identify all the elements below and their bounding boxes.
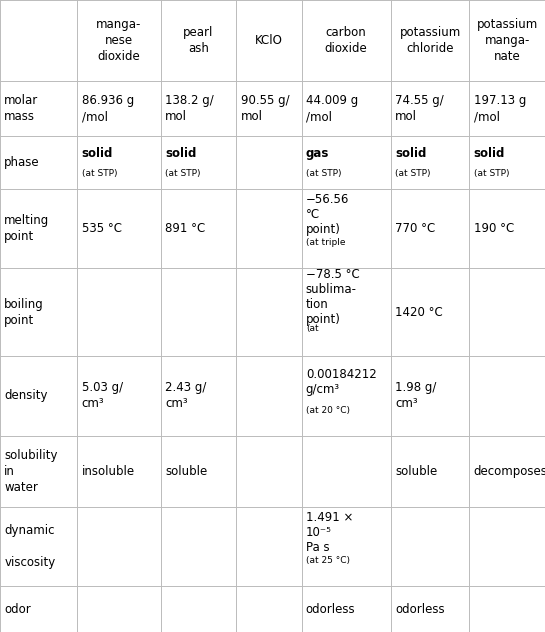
Text: insoluble: insoluble	[82, 465, 135, 478]
Text: solid: solid	[82, 147, 113, 160]
Text: decomposes: decomposes	[474, 465, 545, 478]
Text: 770 °C: 770 °C	[395, 222, 435, 235]
Text: 74.55 g/
mol: 74.55 g/ mol	[395, 94, 444, 123]
Text: solubility
in
water: solubility in water	[4, 449, 58, 494]
Text: 197.13 g
/mol: 197.13 g /mol	[474, 94, 526, 123]
Text: solid: solid	[474, 147, 505, 160]
Text: solid: solid	[165, 147, 196, 160]
Text: 535 °C: 535 °C	[82, 222, 122, 235]
Text: −78.5 °C
sublima-
tion
point): −78.5 °C sublima- tion point)	[306, 267, 360, 325]
Text: dynamic

viscosity: dynamic viscosity	[4, 524, 56, 569]
Text: 44.009 g
/mol: 44.009 g /mol	[306, 94, 358, 123]
Text: 2.43 g/
cm³: 2.43 g/ cm³	[165, 382, 207, 410]
Text: 1.491 ×
10⁻⁵
Pa s: 1.491 × 10⁻⁵ Pa s	[306, 511, 353, 554]
Text: 1420 °C: 1420 °C	[395, 306, 443, 319]
Text: −56.56
°C
point): −56.56 °C point)	[306, 193, 349, 236]
Text: odor: odor	[4, 602, 31, 616]
Text: manga-
nese
dioxide: manga- nese dioxide	[96, 18, 142, 63]
Text: carbon
dioxide: carbon dioxide	[325, 26, 367, 55]
Text: gas: gas	[306, 147, 329, 160]
Text: 1.98 g/
cm³: 1.98 g/ cm³	[395, 382, 437, 410]
Text: pearl
ash: pearl ash	[183, 26, 214, 55]
Text: 90.55 g/
mol: 90.55 g/ mol	[240, 94, 289, 123]
Text: (at: (at	[306, 324, 318, 332]
Text: density: density	[4, 389, 48, 403]
Text: (at STP): (at STP)	[165, 169, 201, 178]
Text: KClO: KClO	[255, 34, 283, 47]
Text: 891 °C: 891 °C	[165, 222, 205, 235]
Text: odorless: odorless	[395, 602, 445, 616]
Text: 138.2 g/
mol: 138.2 g/ mol	[165, 94, 214, 123]
Text: (at 20 °C): (at 20 °C)	[306, 406, 350, 415]
Text: boiling
point: boiling point	[4, 298, 44, 327]
Text: solid: solid	[395, 147, 427, 160]
Text: (at STP): (at STP)	[306, 169, 341, 178]
Text: melting
point: melting point	[4, 214, 50, 243]
Text: (at STP): (at STP)	[395, 169, 431, 178]
Text: (at STP): (at STP)	[82, 169, 117, 178]
Text: 86.936 g
/mol: 86.936 g /mol	[82, 94, 134, 123]
Text: 190 °C: 190 °C	[474, 222, 514, 235]
Text: potassium
manga-
nate: potassium manga- nate	[477, 18, 538, 63]
Text: odorless: odorless	[306, 602, 355, 616]
Text: soluble: soluble	[395, 465, 438, 478]
Text: potassium
chloride: potassium chloride	[399, 26, 461, 55]
Text: (at triple: (at triple	[306, 238, 346, 248]
Text: phase: phase	[4, 156, 40, 169]
Text: 5.03 g/
cm³: 5.03 g/ cm³	[82, 382, 123, 410]
Text: molar
mass: molar mass	[4, 94, 39, 123]
Text: (at STP): (at STP)	[474, 169, 510, 178]
Text: 0.00184212
g/cm³: 0.00184212 g/cm³	[306, 368, 377, 396]
Text: (at 25 °C): (at 25 °C)	[306, 556, 350, 565]
Text: soluble: soluble	[165, 465, 207, 478]
